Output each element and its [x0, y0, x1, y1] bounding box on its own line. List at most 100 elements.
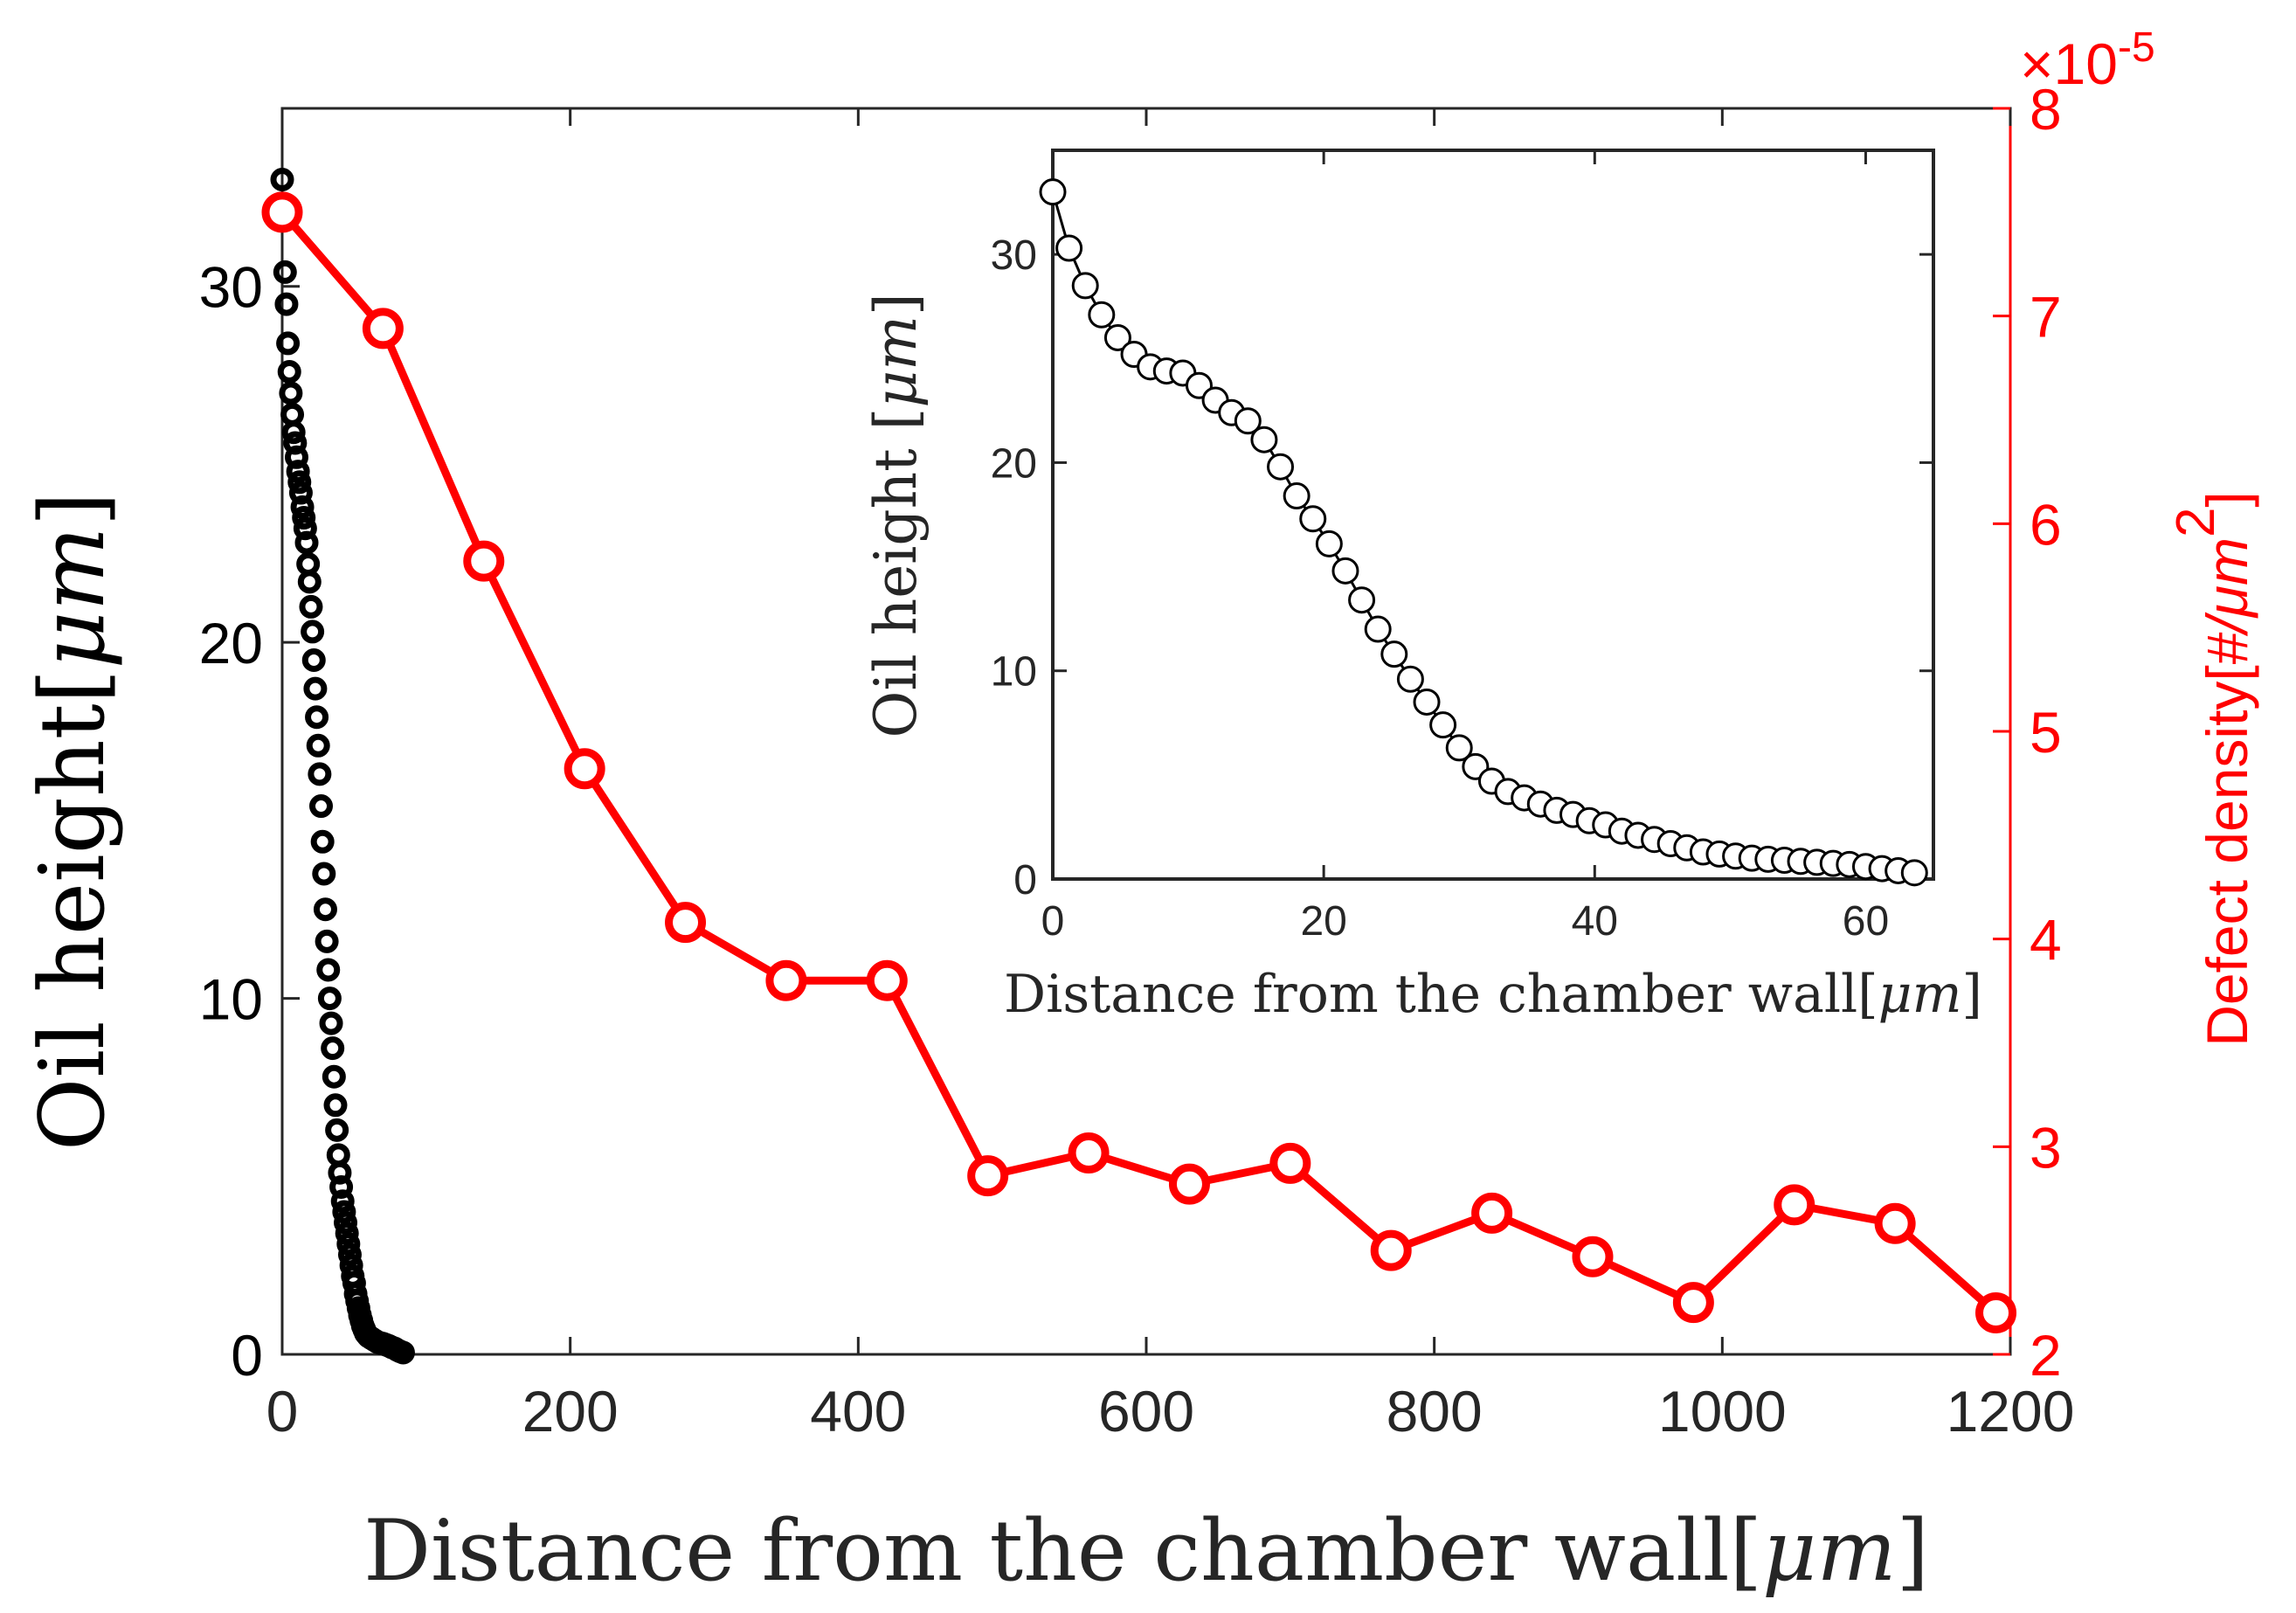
defect-density-point: [1774, 1184, 1815, 1226]
oil-height-point: [292, 506, 316, 530]
defect-density-point: [665, 902, 707, 944]
x-tick-label: 600: [1098, 1379, 1194, 1443]
defect-density-point: [1168, 1163, 1210, 1205]
defect-density-point: [967, 1155, 1009, 1197]
oil-height-point: [337, 1243, 362, 1267]
oil-height-point: [310, 829, 335, 854]
oil-height-point: [290, 495, 315, 519]
oil-height-point: [273, 260, 297, 284]
y-right-tick-label: 4: [2030, 908, 2062, 973]
oil-height-point: [293, 516, 317, 541]
right-axis-exponent-label: ×10-5: [2020, 24, 2155, 96]
inset-oil-point: [1039, 178, 1067, 206]
defect-density-line: [279, 209, 1999, 1316]
inset-oil-point: [1055, 234, 1083, 262]
x-tick-label: 400: [810, 1379, 906, 1443]
defect-density-point: [261, 191, 303, 233]
oil-height-point: [277, 359, 301, 384]
oil-height-point: [299, 594, 323, 619]
oil-height-point: [274, 292, 299, 316]
y-left-tick-label: 0: [231, 1323, 263, 1388]
inset-oil-point: [1429, 711, 1457, 739]
inset-x-tick-label: 60: [1843, 898, 1889, 945]
inset-oil-point: [1331, 557, 1359, 585]
x-tick-label: 1000: [1658, 1379, 1787, 1443]
defect-density-point: [463, 540, 505, 582]
oil-height-point: [315, 929, 339, 953]
x-tick-label: 800: [1387, 1379, 1483, 1443]
inset-y-tick-label: 20: [991, 440, 1037, 487]
oil-height-point: [288, 481, 313, 505]
oil-height-point: [301, 620, 325, 644]
y-right-tick-label: 2: [2030, 1323, 2062, 1388]
x-tick-label: 1200: [1947, 1379, 2075, 1443]
oil-height-point: [286, 460, 310, 484]
inset-oil-point: [1315, 530, 1343, 557]
oil-height-point: [316, 958, 341, 982]
inset-oil-point: [1364, 615, 1392, 643]
oil-height-point: [323, 1093, 348, 1118]
y-axis-right-title: Defect density[#/μm2]: [2166, 491, 2259, 1047]
oil-height-point: [305, 705, 329, 730]
oil-height-point: [303, 676, 328, 701]
defect-density-point: [1975, 1291, 2017, 1333]
inset-oil-point: [1071, 272, 1099, 300]
inset-oil-point: [1900, 859, 1928, 887]
inset-y-axis-title: Oil height [μm]: [862, 293, 930, 737]
inset-y-tick-label: 10: [991, 649, 1037, 696]
inset-x-tick-label: 40: [1572, 898, 1618, 945]
oil-height-point: [391, 1340, 415, 1365]
oil-height-point: [283, 431, 308, 455]
oil-height-point: [312, 862, 336, 886]
oil-height-point: [308, 762, 332, 786]
oil-height-point: [336, 1232, 361, 1256]
x-tick-label: 200: [522, 1379, 619, 1443]
oil-height-point: [287, 470, 312, 495]
inset-oil-point: [1299, 505, 1327, 533]
inset-x-tick-label: 20: [1300, 898, 1346, 945]
defect-density-point: [564, 748, 605, 790]
oil-height-point: [325, 1118, 349, 1142]
oil-height-point: [322, 1064, 346, 1089]
y-axis-left-title: Oil height[μm]: [21, 492, 125, 1152]
x-axis-title: Distance from the chamber wall[μm]: [363, 1502, 1929, 1600]
oil-height-point: [334, 1210, 358, 1235]
oil-height-point: [328, 1160, 352, 1185]
inset-oil-point: [1267, 453, 1295, 481]
inset-oil-point: [1088, 301, 1116, 329]
oil-height-point: [335, 1221, 359, 1245]
oil-height-point: [332, 1200, 356, 1224]
y-right-tick-label: 5: [2030, 700, 2062, 765]
defect-density-point: [1874, 1202, 1916, 1244]
defect-density-point: [1672, 1282, 1714, 1324]
y-left-tick-label: 20: [199, 611, 263, 675]
inset-oil-point: [1445, 734, 1473, 762]
x-tick-label: 0: [266, 1379, 299, 1443]
y-right-tick-label: 3: [2030, 1115, 2062, 1180]
oil-height-point: [297, 570, 322, 594]
oil-height-point: [329, 1175, 354, 1200]
oil-height-point: [306, 733, 330, 758]
defect-density-point: [1370, 1229, 1412, 1271]
inset-plot-area: [1051, 149, 1935, 881]
oil-height-point: [330, 1189, 355, 1214]
oil-height-point: [276, 331, 301, 356]
y-right-tick-label: 6: [2030, 492, 2062, 557]
inset-x-tick-label: 0: [1041, 898, 1065, 945]
inset-y-tick-label: 30: [991, 232, 1037, 279]
inset-oil-point: [1413, 688, 1441, 716]
inset-oil-point: [1234, 407, 1262, 435]
defect-density-point: [1572, 1236, 1614, 1277]
oil-height-point: [313, 897, 337, 922]
oil-height-point: [284, 445, 308, 469]
inset-oil-point: [1103, 323, 1131, 351]
inset-oil-point: [1283, 482, 1311, 510]
oil-height-point: [309, 794, 334, 819]
oil-height-point: [281, 420, 306, 445]
oil-height-point: [301, 648, 326, 673]
oil-height-point: [319, 1011, 343, 1035]
inset-oil-point: [1396, 665, 1424, 693]
defect-density-point: [765, 959, 807, 1001]
y-left-tick-label: 30: [199, 255, 263, 320]
